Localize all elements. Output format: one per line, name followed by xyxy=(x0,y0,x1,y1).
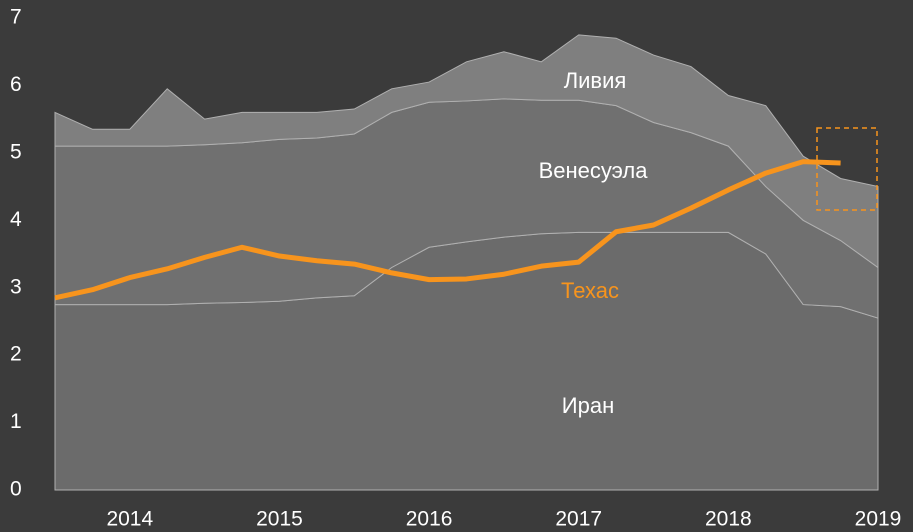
x-tick-label: 2018 xyxy=(705,508,752,531)
series-label: Венесуэла xyxy=(539,158,649,183)
x-tick-label: 2019 xyxy=(855,508,902,531)
series-label: Техас xyxy=(561,278,619,303)
highlight-box xyxy=(816,127,878,211)
y-tick-label: 2 xyxy=(10,343,22,366)
y-tick-label: 1 xyxy=(10,410,22,433)
y-tick-label: 4 xyxy=(10,208,22,231)
x-tick-label: 2014 xyxy=(106,508,153,531)
line xyxy=(54,159,841,301)
x-tick-label: 2017 xyxy=(555,508,602,531)
x-tick-label: 2016 xyxy=(406,508,453,531)
y-tick-label: 3 xyxy=(10,275,22,298)
area xyxy=(54,34,879,269)
y-tick-label: 7 xyxy=(10,6,22,29)
series-label: Ливия xyxy=(564,68,627,93)
y-tick-label: 0 xyxy=(10,478,22,501)
x-tick-label: 2015 xyxy=(256,508,303,531)
y-tick-label: 6 xyxy=(10,73,22,96)
series-label: Иран xyxy=(562,393,614,418)
y-tick-label: 5 xyxy=(10,140,22,163)
plot-area xyxy=(54,34,879,491)
